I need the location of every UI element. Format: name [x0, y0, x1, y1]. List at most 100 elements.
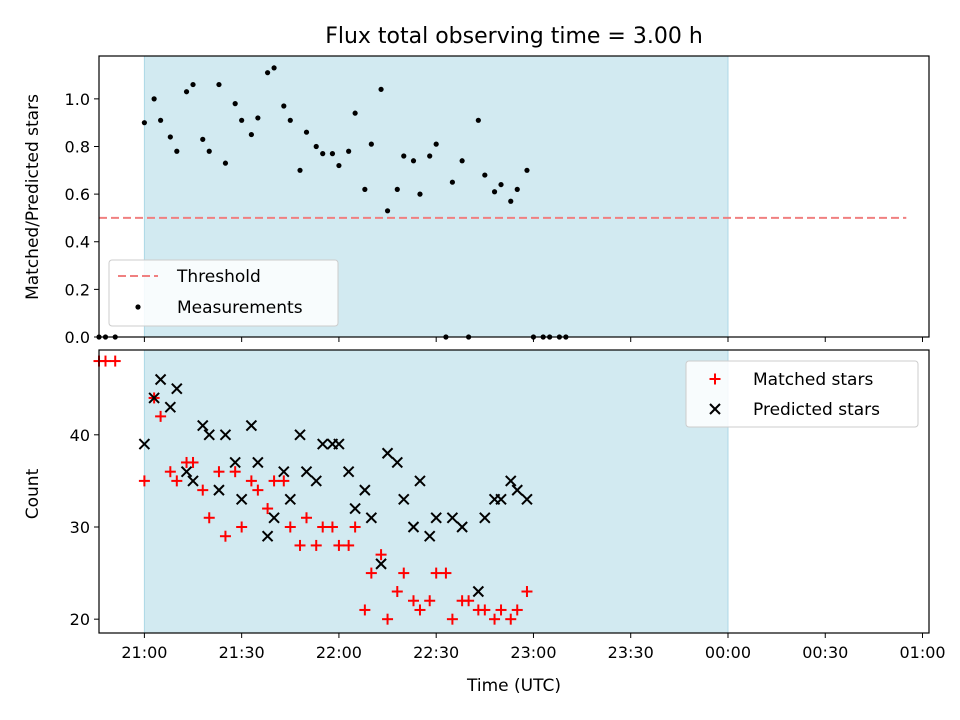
predicted-star-point [479, 512, 491, 524]
legend-threshold-label: Threshold [176, 267, 261, 287]
matched-star-point [365, 567, 377, 579]
matched-star-point [138, 475, 150, 487]
predicted-star-point [213, 484, 225, 496]
ratio-panel: 0.0 0.2 0.4 0.6 0.8 1.0 Threshold Measurements [65, 55, 930, 347]
matched-star-point [109, 355, 121, 367]
matched-star-point [463, 595, 475, 607]
matched-star-point [333, 539, 345, 551]
x-tick-label: 21:30 [219, 643, 265, 662]
matched-star-point [252, 484, 264, 496]
predicted-star-point [423, 530, 436, 542]
matched-star-point [187, 456, 199, 468]
predicted-star-point [375, 558, 387, 570]
measurement-point [264, 70, 271, 76]
predicted-star-point [300, 465, 313, 478]
matched-star-point [262, 503, 274, 515]
top-legend: Threshold Measurements [108, 259, 339, 327]
legend-measurements-swatch [135, 304, 141, 310]
measurement-point [433, 141, 439, 147]
measurement-point [281, 103, 287, 109]
measurement-point [158, 117, 164, 123]
measurement-point [475, 117, 481, 123]
predicted-star-point [187, 475, 199, 487]
measurement-point [320, 151, 326, 157]
matched-star-point [391, 586, 403, 598]
predicted-star-point [456, 521, 468, 533]
predicted-star-point [245, 419, 258, 432]
legend-predicted-label: Predicted stars [753, 400, 880, 420]
y-tick-label: 0.0 [65, 328, 90, 347]
measurement-point [329, 151, 336, 157]
matched-star-point [375, 549, 387, 561]
predicted-star-point [294, 429, 306, 441]
matched-star-point [505, 613, 517, 625]
bottom-legend: Matched stars Predicted stars [685, 360, 919, 428]
predicted-star-point [359, 484, 371, 496]
y-tick-label: 20 [70, 610, 90, 629]
measurement-point [151, 96, 157, 102]
measurement-point [378, 86, 384, 92]
predicted-star-point [505, 475, 517, 487]
matched-star-point [245, 475, 257, 487]
predicted-star-point [154, 373, 167, 386]
bottom-plot-frame [98, 349, 930, 634]
top-plot-frame [98, 55, 930, 338]
matched-star-point [301, 512, 312, 524]
predicted-star-point [381, 447, 394, 459]
legend-predicted-swatch [709, 403, 721, 415]
matched-star-point [310, 539, 322, 551]
measurement-point [394, 186, 400, 192]
y-tick-label: 0.8 [65, 137, 90, 156]
y-tick-label: 0.6 [65, 185, 90, 204]
measurement-point [239, 117, 245, 123]
measurement-point [459, 158, 465, 164]
measurement-point [524, 167, 530, 173]
measurement-point [287, 117, 293, 123]
y-tick-label: 0.2 [65, 280, 90, 299]
measurement-point [368, 141, 374, 147]
bottom-y-axis-label: Count [23, 468, 43, 519]
y-tick-label: 40 [70, 426, 90, 445]
measurement-point [498, 181, 504, 188]
predicted-star-point [268, 512, 280, 524]
measurement-point [508, 198, 514, 204]
measurement-point [255, 115, 261, 121]
legend-matched-label: Matched stars [753, 370, 873, 390]
predicted-star-point [430, 512, 442, 524]
measurement-point [167, 134, 173, 140]
predicted-star-point [229, 456, 241, 469]
legend-box [108, 259, 339, 327]
measurement-point [346, 148, 352, 154]
predicted-star-point [414, 475, 426, 487]
matched-star-point [164, 466, 176, 478]
predicted-star-point [203, 429, 215, 441]
measurement-point [482, 172, 488, 178]
matched-star-point [229, 466, 241, 478]
matched-star-point [424, 595, 436, 607]
measurement-point [417, 191, 423, 197]
x-axis: 21:00 21:30 22:00 22:30 23:00 23:30 00:00 00:30… [121, 337, 946, 662]
measurement-point [449, 179, 455, 185]
x-tick-label: 00:30 [802, 643, 848, 662]
matched-star-point [521, 586, 533, 598]
predicted-star-point [446, 512, 459, 524]
observing-window-shade [143, 349, 729, 634]
measurement-point [248, 131, 254, 138]
measurement-point [190, 81, 196, 88]
measurement-point [222, 160, 229, 166]
predicted-star-point [333, 438, 345, 450]
measurement-point [303, 129, 310, 135]
predicted-star-point [317, 438, 329, 450]
predicted-star-point [495, 493, 507, 506]
x-tick-label: 22:30 [413, 643, 459, 662]
matched-star-point [479, 604, 491, 616]
matched-star-point [440, 567, 452, 579]
x-tick-label: 01:00 [899, 643, 945, 662]
matched-star-point [511, 604, 523, 616]
matched-star-point [99, 355, 111, 367]
matched-star-point [236, 521, 248, 533]
predicted-star-point [138, 438, 151, 450]
measurement-point [514, 186, 520, 192]
predicted-star-point [511, 484, 523, 496]
